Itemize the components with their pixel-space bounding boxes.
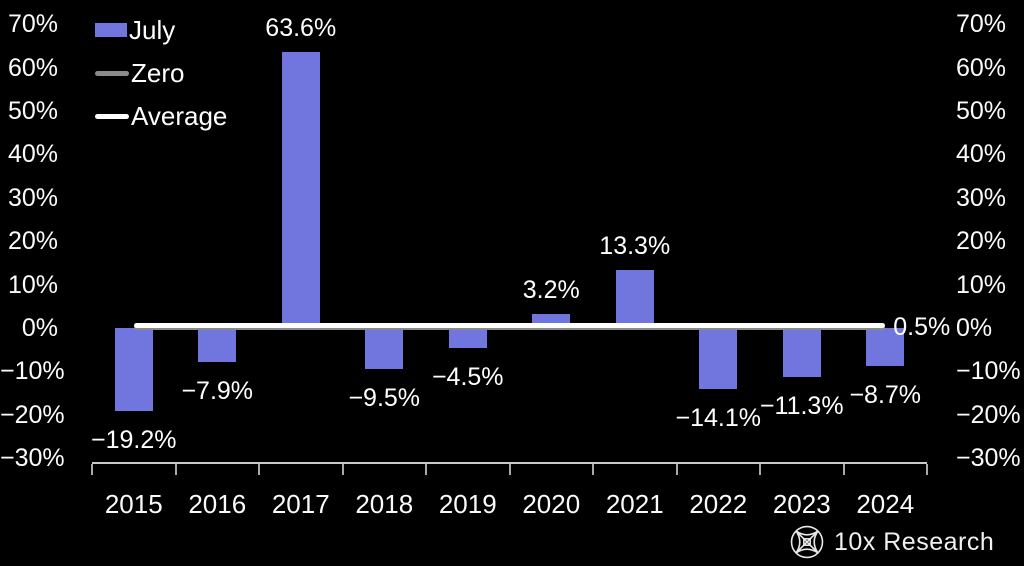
y-tick-label-right: 10% xyxy=(956,270,1007,299)
bar xyxy=(198,328,237,363)
y-tick-label-right: 30% xyxy=(956,183,1007,212)
x-axis-tick xyxy=(91,464,93,475)
legend-label-average: Average xyxy=(131,100,228,131)
x-tick-label: 2022 xyxy=(689,489,748,519)
bar xyxy=(281,51,320,328)
bar xyxy=(365,328,404,370)
y-tick-label-left: 40% xyxy=(7,140,58,169)
legend-label-zero: Zero xyxy=(131,57,185,88)
y-tick-label-right: −10% xyxy=(956,357,1021,386)
brand-name: 10x Research xyxy=(834,527,995,556)
legend-item-july: July xyxy=(95,12,227,48)
x-tick-label: 2015 xyxy=(104,489,163,519)
average-value-label: 0.5% xyxy=(893,312,951,341)
bar-value-label: −19.2% xyxy=(91,426,177,455)
y-tick-label-right: 60% xyxy=(956,53,1007,82)
bar xyxy=(448,328,487,348)
x-axis-tick xyxy=(592,464,594,475)
y-tick-label-left: 20% xyxy=(7,227,58,256)
y-tick-label-right: −20% xyxy=(956,400,1021,429)
july-bar-swatch-icon xyxy=(95,23,127,37)
legend-label-july: July xyxy=(129,14,176,45)
bar-value-label: 13.3% xyxy=(599,232,671,261)
bar xyxy=(699,328,738,390)
bar-value-label: 63.6% xyxy=(265,13,337,42)
x-tick-label: 2023 xyxy=(772,489,831,519)
x-axis-tick xyxy=(341,464,344,475)
y-tick-label-right: 20% xyxy=(956,227,1007,256)
bar xyxy=(114,328,153,412)
x-axis-tick xyxy=(258,464,260,475)
bar-value-label: −9.5% xyxy=(348,384,421,413)
bar-value-label: −11.3% xyxy=(759,392,844,421)
average-line xyxy=(133,323,886,329)
x-tick-label: 2018 xyxy=(355,489,414,519)
y-tick-label-right: 50% xyxy=(956,97,1007,125)
x-axis-tick xyxy=(174,464,177,475)
x-axis-tick xyxy=(675,464,678,475)
x-tick-label: 2017 xyxy=(271,489,330,519)
y-tick-label-left: 70% xyxy=(7,10,58,39)
x-tick-label: 2020 xyxy=(522,489,581,519)
zero-line-swatch-icon xyxy=(95,70,129,76)
x-axis-tick xyxy=(759,464,761,475)
bar-value-label: −14.1% xyxy=(675,404,762,433)
x-axis-tick xyxy=(926,464,928,475)
globe-logo-icon xyxy=(790,525,824,559)
y-tick-label-left: 10% xyxy=(7,270,58,299)
average-line-swatch-icon xyxy=(95,113,129,119)
brand-footer: 10x Research xyxy=(789,524,994,560)
y-tick-label-left: −30% xyxy=(0,444,65,473)
x-axis-tick xyxy=(508,464,511,475)
y-tick-label-right: −30% xyxy=(956,444,1021,473)
bar xyxy=(615,270,654,328)
x-tick-label: 2016 xyxy=(188,489,247,519)
y-tick-label-right: 70% xyxy=(956,10,1007,39)
bar xyxy=(782,328,821,378)
y-tick-label-left: 30% xyxy=(7,183,58,212)
x-axis-tick xyxy=(842,464,845,475)
x-tick-label: 2021 xyxy=(605,489,664,519)
bar-value-label: −4.5% xyxy=(431,362,504,391)
y-tick-label-left: 0% xyxy=(21,314,58,342)
y-tick-label-right: 0% xyxy=(956,314,993,342)
x-tick-label: 2024 xyxy=(856,489,915,519)
y-tick-label-left: 50% xyxy=(7,97,58,125)
legend: July Zero Average xyxy=(95,12,227,141)
bar-value-label: 3.2% xyxy=(522,276,580,305)
legend-item-average: Average xyxy=(95,98,227,134)
y-tick-label-left: −20% xyxy=(0,400,65,429)
x-axis-tick xyxy=(425,464,427,475)
legend-item-zero: Zero xyxy=(95,55,227,91)
y-tick-label-right: 40% xyxy=(956,140,1007,169)
bar-value-label: −8.7% xyxy=(849,380,922,409)
bar xyxy=(866,328,905,366)
x-tick-label: 2019 xyxy=(438,489,497,519)
y-tick-label-left: −10% xyxy=(0,357,65,386)
y-tick-label-left: 60% xyxy=(7,53,58,82)
x-axis-line xyxy=(92,462,927,464)
bar-value-label: −7.9% xyxy=(181,377,254,406)
